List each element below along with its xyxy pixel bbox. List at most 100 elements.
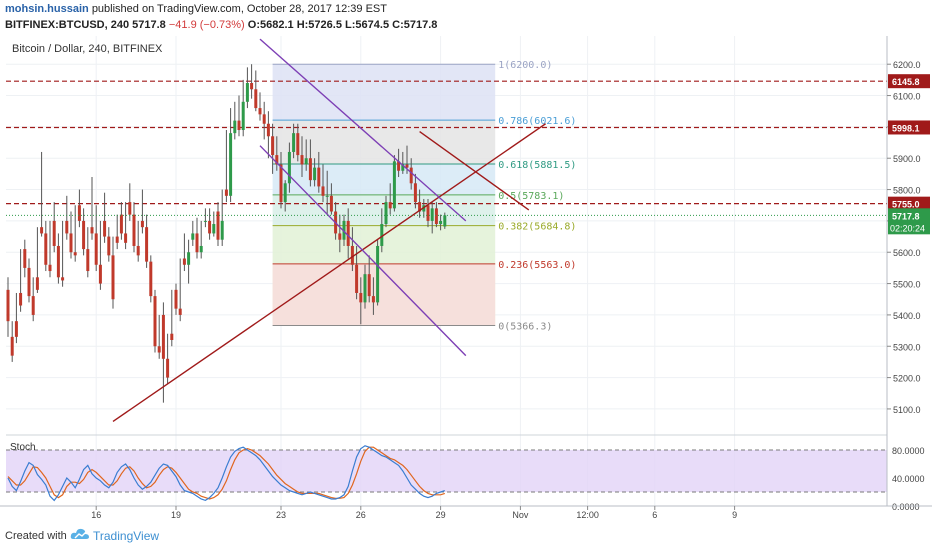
low-value: L:5674.5	[345, 19, 390, 31]
stoch-tick-label: 0.0000	[892, 502, 920, 512]
price-tick-label: 5100.0	[893, 405, 921, 415]
last-price-label: 5717.8	[892, 211, 920, 221]
candle-body	[52, 220, 56, 246]
fib-zone	[272, 64, 496, 121]
stoch-label: Stoch	[10, 442, 36, 453]
candle-body	[384, 202, 388, 225]
candle-body	[48, 264, 52, 272]
last-price-tag	[888, 208, 930, 235]
candle-body	[359, 292, 363, 303]
candle-body	[174, 289, 178, 309]
time-tick-label: 6	[652, 510, 657, 520]
fib-level-label: 0.236(5563.0)	[498, 260, 576, 271]
trendline	[112, 123, 546, 423]
candle-body	[23, 249, 27, 268]
candle-body	[220, 220, 224, 240]
symbol-label: BITFINEX:BTCUSD, 240	[5, 19, 130, 31]
candle-body	[430, 208, 434, 221]
level-price-tag	[888, 120, 930, 135]
price-tick-label: 5300.0	[893, 342, 921, 352]
candle-body	[329, 195, 333, 212]
candle-body	[367, 274, 371, 297]
publish-line: mohsin.hussain published on TradingView.…	[5, 3, 387, 15]
tradingview-link[interactable]: TradingView	[93, 529, 160, 543]
time-tick-label: 12:00	[576, 510, 599, 520]
bar-countdown-label: 02:20:24	[890, 223, 925, 233]
level-price-label: 6145.8	[892, 77, 920, 87]
candle-body	[304, 158, 308, 165]
candle-body	[350, 245, 354, 265]
candle-body	[401, 164, 405, 171]
candle-body	[266, 123, 270, 137]
price-chart[interactable]: 1(6200.0) 0.786(6021.6) 0.618(5881.5) 0.5(5…	[0, 36, 932, 522]
price-tick-label: 5800.0	[893, 186, 921, 196]
time-tick-label: 29	[436, 510, 446, 520]
candle-body	[170, 333, 174, 340]
price-tick-label: 5600.0	[893, 248, 921, 258]
change-value: −41.9 (−0.73%)	[168, 19, 245, 31]
author-link[interactable]: mohsin.hussain	[5, 3, 89, 15]
candle-body	[250, 83, 254, 90]
candle-body	[283, 183, 287, 203]
fib-level-label: 0.618(5881.5)	[498, 160, 576, 171]
level-price-tag	[888, 74, 930, 89]
candle-body	[14, 321, 18, 337]
candle-body	[245, 83, 249, 102]
candle-body	[86, 249, 90, 272]
candle-body	[392, 161, 396, 209]
candle-body	[388, 202, 392, 209]
price-tick-label: 6100.0	[893, 92, 921, 102]
candle-body	[115, 236, 119, 243]
candle-body	[380, 224, 384, 246]
candle-body	[216, 211, 220, 240]
fib-level-label: 1(6200.0)	[498, 60, 552, 71]
candle-body	[136, 245, 140, 256]
candle-body	[6, 289, 10, 322]
candle-body	[397, 161, 401, 171]
price-tick-label: 5500.0	[893, 280, 921, 290]
candle-body	[182, 258, 186, 265]
candle-body	[409, 167, 413, 184]
close-value: C:5717.8	[392, 19, 438, 31]
candle-body	[287, 151, 291, 184]
trendline	[259, 38, 467, 222]
candle-body	[208, 220, 212, 234]
price-tick-label: 5200.0	[893, 374, 921, 384]
time-tick-label: 16	[91, 510, 101, 520]
fib-level-label: 0.382(5684.8)	[498, 222, 576, 233]
candle-body	[443, 215, 447, 227]
candle-body	[325, 195, 329, 197]
candle-body	[145, 227, 149, 262]
candle-body	[35, 277, 39, 290]
published-text: published on TradingView.com, October 28…	[91, 3, 387, 15]
candle-body	[418, 202, 422, 212]
candle-body	[233, 120, 237, 134]
stoch-tick-label: 40.0000	[892, 474, 925, 484]
candle-body	[153, 296, 157, 347]
candle-body	[161, 314, 165, 359]
high-value: H:5726.5	[296, 19, 342, 31]
candle-body	[355, 264, 359, 293]
fib-zone	[272, 263, 496, 326]
candle-body	[73, 252, 77, 256]
candle-body	[124, 233, 128, 243]
candle-body	[187, 252, 191, 265]
price-axis	[887, 36, 932, 506]
time-tick-label: 26	[356, 510, 366, 520]
price-tick-label: 5900.0	[893, 154, 921, 164]
candle-body	[103, 220, 107, 237]
candle-body	[413, 183, 417, 203]
price-tick-label: 6200.0	[893, 60, 921, 70]
fib-level-label: 0(5366.3)	[498, 321, 552, 332]
candle-body	[40, 227, 44, 234]
level-price-label: 5998.1	[892, 123, 920, 133]
chart-title: Bitcoin / Dollar, 240, BITFINEX	[12, 43, 163, 55]
candle-body	[313, 167, 317, 181]
fib-zone	[272, 225, 496, 264]
candle-body	[69, 233, 73, 253]
candle-body	[439, 220, 443, 225]
candle-body	[166, 358, 170, 378]
candle-body	[178, 308, 182, 315]
candle-body	[308, 158, 312, 181]
candle-body	[107, 236, 111, 256]
